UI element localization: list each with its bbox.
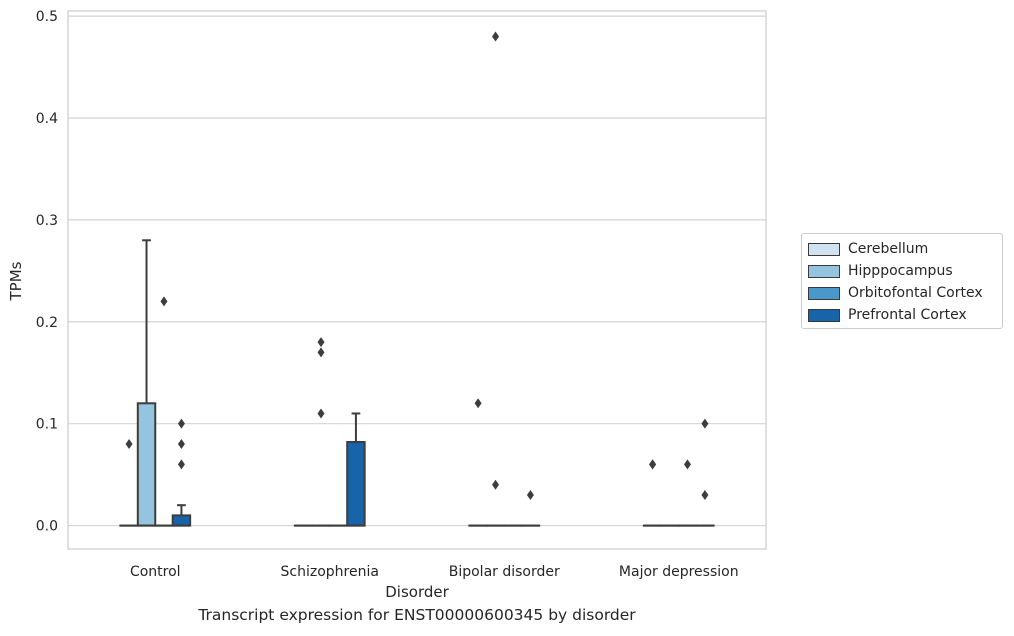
y-axis-label: TPMs [7, 261, 25, 301]
x-axis-label: Disorder [385, 583, 449, 601]
outlier-point [492, 31, 500, 42]
box [485, 31, 506, 527]
y-tick-label: 0.4 [36, 111, 58, 127]
box [136, 239, 157, 527]
outlier-point [317, 347, 325, 358]
y-tick-label: 0.2 [36, 315, 58, 331]
legend-swatch [808, 308, 840, 322]
outlier-point [317, 408, 325, 419]
plot-area [67, 10, 767, 550]
legend: Cerebellum Hipppocampus Orbitofontal Cor… [801, 233, 1003, 329]
gridlines [68, 15, 766, 527]
box-body [136, 402, 157, 527]
legend-swatch [808, 264, 840, 278]
x-tick-label: Control [130, 564, 181, 580]
legend-item-orbitofrontal-cortex: Orbitofontal Cortex [808, 282, 1002, 304]
box [311, 337, 331, 527]
box-layer [119, 31, 715, 527]
box [171, 418, 192, 527]
box [119, 439, 139, 527]
box [695, 418, 715, 527]
outlier-point [701, 418, 709, 429]
legend-item-prefrontal-cortex: Prefrontal Cortex [808, 304, 1002, 326]
legend-label: Orbitofontal Cortex [848, 285, 983, 301]
chart-caption: Transcript expression for ENST0000060034… [198, 606, 636, 624]
x-tick-label: Major depression [619, 564, 739, 580]
x-tick-label: Bipolar disorder [449, 564, 560, 580]
outlier-point [474, 398, 482, 409]
legend-label: Hipppocampus [848, 263, 953, 279]
box [642, 459, 663, 527]
box [346, 412, 366, 527]
tick-labels: 0.0 0.1 0.2 0.3 0.4 0.5 Control Schizophrenia Bi… [36, 9, 739, 580]
outlier-point [701, 489, 709, 500]
outlier-point [177, 418, 185, 429]
outlier-point [526, 489, 534, 500]
y-tick-label: 0.0 [36, 519, 58, 535]
outlier-point [125, 439, 133, 450]
y-tick-label: 0.5 [36, 9, 58, 25]
outlier-point [177, 459, 185, 470]
box [154, 296, 174, 527]
outlier-point [160, 296, 168, 307]
legend-item-hippocampus: Hipppocampus [808, 260, 1002, 282]
x-tick-label: Schizophrenia [281, 564, 379, 580]
legend-swatch [808, 242, 840, 256]
box [677, 459, 698, 527]
outlier-point [492, 479, 500, 490]
box-body [171, 514, 192, 527]
legend-swatch [808, 286, 840, 300]
y-tick-label: 0.3 [36, 213, 58, 229]
outlier-point [649, 459, 657, 470]
box-body [346, 441, 366, 527]
outlier-point [683, 459, 691, 470]
box [468, 398, 488, 527]
legend-label: Prefrontal Cortex [848, 307, 967, 323]
legend-item-cerebellum: Cerebellum [808, 238, 1002, 260]
outlier-point [317, 337, 325, 348]
y-tick-label: 0.1 [36, 417, 58, 433]
outlier-point [177, 439, 185, 450]
legend-label: Cerebellum [848, 241, 929, 257]
box [520, 489, 541, 527]
